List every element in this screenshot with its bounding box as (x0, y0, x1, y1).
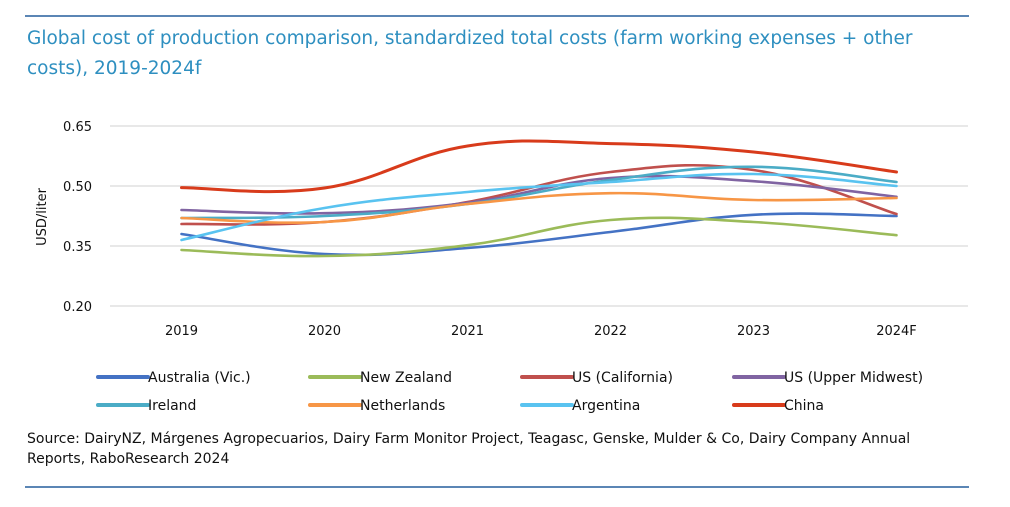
legend-label-argentina: Argentina (572, 398, 640, 414)
y-axis-label: USD/liter (35, 187, 50, 245)
legend: Australia (Vic.) New Zealand US (Californi… (96, 370, 923, 414)
x-tick-label: 2024F (876, 324, 917, 339)
legend-label-us-california: US (California) (572, 370, 673, 386)
x-tick-label: 2019 (165, 324, 198, 339)
series-line-us-upper-midwest (180, 174, 898, 215)
x-tick-label: 2021 (451, 324, 484, 339)
series-lines (180, 139, 898, 258)
y-tick-label: 0.20 (63, 300, 92, 315)
x-tick-label: 2020 (308, 324, 341, 339)
y-tick-label: 0.35 (63, 240, 92, 255)
series-line-ireland (180, 165, 898, 220)
source-note: Source: DairyNZ, Márgenes Agropecuarios,… (27, 431, 911, 467)
legend-label-us-upper-midwest: US (Upper Midwest) (784, 370, 923, 386)
series-line-australia-vic (180, 212, 898, 257)
chart-title: Global cost of production comparison, st… (27, 28, 913, 79)
bottom-divider (25, 486, 969, 488)
x-tick-label: 2022 (594, 324, 627, 339)
legend-label-china: China (784, 398, 824, 414)
top-divider (25, 15, 969, 17)
y-tick-label: 0.50 (63, 180, 92, 195)
series-line-new-zealand (180, 216, 898, 258)
x-axis-ticks: 2019 2020 2021 2022 2023 2024F (165, 324, 917, 339)
x-tick-label: 2023 (737, 324, 770, 339)
y-axis-ticks: 0.20 0.35 0.50 0.65 (63, 120, 92, 315)
legend-label-netherlands: Netherlands (360, 398, 445, 414)
series-line-china (180, 139, 898, 194)
series-line-argentina (180, 172, 898, 242)
legend-label-ireland: Ireland (148, 398, 196, 414)
legend-label-new-zealand: New Zealand (360, 370, 452, 386)
y-tick-label: 0.65 (63, 120, 92, 135)
legend-label-australia-vic: Australia (Vic.) (148, 370, 251, 386)
series-line-netherlands (180, 191, 898, 225)
gridlines (110, 125, 968, 307)
